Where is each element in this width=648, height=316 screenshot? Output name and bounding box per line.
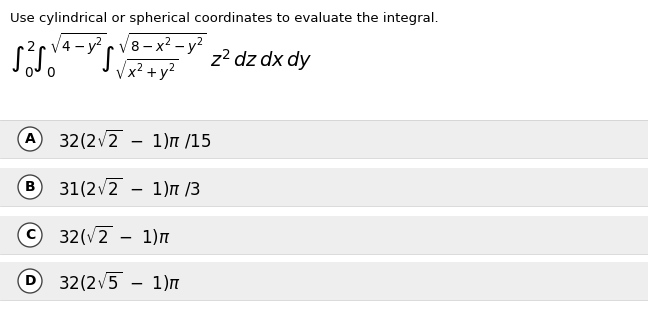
Circle shape	[18, 175, 42, 199]
Text: $31(2\sqrt{2}\ -\ 1)\pi\ /3$: $31(2\sqrt{2}\ -\ 1)\pi\ /3$	[58, 175, 201, 199]
Circle shape	[17, 126, 43, 152]
Text: A: A	[25, 132, 36, 146]
Text: $32(\sqrt{2}\ -\ 1)\pi$: $32(\sqrt{2}\ -\ 1)\pi$	[58, 223, 170, 247]
Circle shape	[18, 127, 42, 151]
Circle shape	[17, 222, 43, 248]
Text: $\int_0^2\!\int_0^{\sqrt{4-y^2}}\!\int_{\sqrt{x^2+y^2}}^{\sqrt{8-x^2-y^2}}\; z^2: $\int_0^2\!\int_0^{\sqrt{4-y^2}}\!\int_{…	[10, 32, 312, 83]
FancyBboxPatch shape	[0, 120, 648, 158]
Circle shape	[17, 268, 43, 294]
Circle shape	[18, 223, 42, 247]
Text: C: C	[25, 228, 35, 242]
FancyBboxPatch shape	[0, 216, 648, 254]
FancyBboxPatch shape	[0, 262, 648, 300]
Text: D: D	[24, 274, 36, 288]
FancyBboxPatch shape	[0, 168, 648, 206]
Text: $32(2\sqrt{2}\ -\ 1)\pi\ /15$: $32(2\sqrt{2}\ -\ 1)\pi\ /15$	[58, 127, 211, 151]
Text: Use cylindrical or spherical coordinates to evaluate the integral.: Use cylindrical or spherical coordinates…	[10, 12, 439, 25]
Circle shape	[18, 269, 42, 293]
Circle shape	[17, 174, 43, 200]
Text: $32(2\sqrt{5}\ -\ 1)\pi$: $32(2\sqrt{5}\ -\ 1)\pi$	[58, 269, 181, 293]
Text: B: B	[25, 180, 35, 194]
